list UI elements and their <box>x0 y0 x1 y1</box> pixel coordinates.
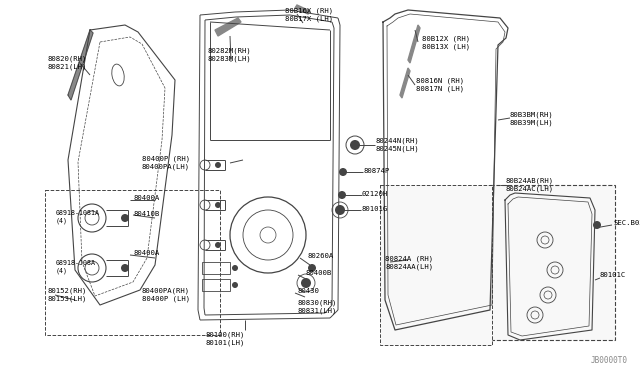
Text: 80410B: 80410B <box>133 211 159 217</box>
Circle shape <box>232 282 238 288</box>
Text: 80400P (RH)
80400PA(LH): 80400P (RH) 80400PA(LH) <box>142 155 190 170</box>
Text: 80B12X (RH)
80B13X (LH): 80B12X (RH) 80B13X (LH) <box>422 35 470 49</box>
Text: 80824A (RH)
80824AA(LH): 80824A (RH) 80824AA(LH) <box>385 255 433 269</box>
Text: 08918-J08A
(4): 08918-J08A (4) <box>56 260 96 274</box>
Text: 80282M(RH)
80283M(LH): 80282M(RH) 80283M(LH) <box>208 48 252 62</box>
Text: 80400B: 80400B <box>305 270 332 276</box>
Bar <box>202 279 230 291</box>
Text: 80820(RH)
80821(LH): 80820(RH) 80821(LH) <box>48 55 88 70</box>
Text: SEC.B03: SEC.B03 <box>613 220 640 226</box>
Polygon shape <box>408 25 420 63</box>
Text: 80101C: 80101C <box>600 272 627 278</box>
Circle shape <box>338 191 346 199</box>
Circle shape <box>121 214 129 222</box>
Text: 08918-1081A
(4): 08918-1081A (4) <box>56 210 100 224</box>
Text: 80400A: 80400A <box>133 250 159 256</box>
Circle shape <box>593 221 601 229</box>
Bar <box>45 190 220 335</box>
Circle shape <box>339 168 347 176</box>
Text: 80B24AB(RH)
80B24AC(LH): 80B24AB(RH) 80B24AC(LH) <box>505 178 553 192</box>
Text: JB0000T0: JB0000T0 <box>591 356 628 365</box>
Circle shape <box>215 162 221 168</box>
Circle shape <box>232 265 238 271</box>
Circle shape <box>301 278 311 288</box>
Text: 80101G: 80101G <box>362 206 388 212</box>
Text: 80B16X (RH)
80B17X (LH): 80B16X (RH) 80B17X (LH) <box>285 8 333 22</box>
Text: 80874P: 80874P <box>363 168 389 174</box>
Text: 80400A: 80400A <box>133 195 159 201</box>
Text: 02120H: 02120H <box>362 191 388 197</box>
Polygon shape <box>400 68 410 98</box>
Text: 80830(RH)
80831(LH): 80830(RH) 80831(LH) <box>297 300 337 314</box>
Text: 80152(RH)
80153(LH): 80152(RH) 80153(LH) <box>47 288 86 302</box>
Text: 80B3BM(RH)
80B39M(LH): 80B3BM(RH) 80B39M(LH) <box>510 112 554 126</box>
Bar <box>380 185 492 345</box>
Circle shape <box>335 205 345 215</box>
Circle shape <box>308 264 316 272</box>
Bar <box>202 262 230 274</box>
Circle shape <box>215 242 221 248</box>
Text: 80244N(RH)
80245N(LH): 80244N(RH) 80245N(LH) <box>375 138 419 153</box>
Polygon shape <box>215 18 241 36</box>
Circle shape <box>215 202 221 208</box>
Text: 80100(RH)
80101(LH): 80100(RH) 80101(LH) <box>205 332 244 346</box>
Text: 80430: 80430 <box>297 288 319 294</box>
Text: 80400PA(RH)
80400P (LH): 80400PA(RH) 80400P (LH) <box>142 288 190 302</box>
Circle shape <box>350 140 360 150</box>
Polygon shape <box>295 5 310 14</box>
Bar <box>490 185 615 340</box>
Polygon shape <box>68 30 93 100</box>
Text: 80816N (RH)
80817N (LH): 80816N (RH) 80817N (LH) <box>416 78 464 93</box>
Text: 80260A: 80260A <box>308 253 334 259</box>
Circle shape <box>121 264 129 272</box>
